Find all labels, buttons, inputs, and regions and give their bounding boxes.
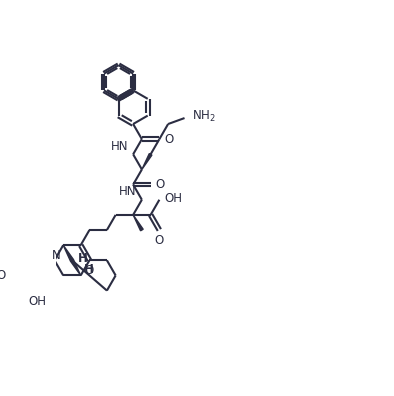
Text: H: H bbox=[84, 263, 94, 276]
Polygon shape bbox=[133, 215, 143, 231]
Text: O: O bbox=[164, 133, 174, 146]
Polygon shape bbox=[71, 259, 81, 276]
Text: NH$_2$: NH$_2$ bbox=[192, 109, 216, 124]
Text: O: O bbox=[0, 269, 6, 282]
Polygon shape bbox=[142, 154, 152, 169]
Text: O: O bbox=[155, 234, 164, 247]
Text: N: N bbox=[52, 249, 61, 261]
Text: H: H bbox=[78, 252, 88, 265]
Text: OH: OH bbox=[164, 192, 182, 205]
Text: HN: HN bbox=[119, 185, 137, 198]
Polygon shape bbox=[63, 245, 73, 261]
Text: HN: HN bbox=[111, 140, 128, 152]
Text: OH: OH bbox=[28, 295, 46, 308]
Text: O: O bbox=[85, 265, 94, 277]
Text: O: O bbox=[156, 178, 165, 191]
